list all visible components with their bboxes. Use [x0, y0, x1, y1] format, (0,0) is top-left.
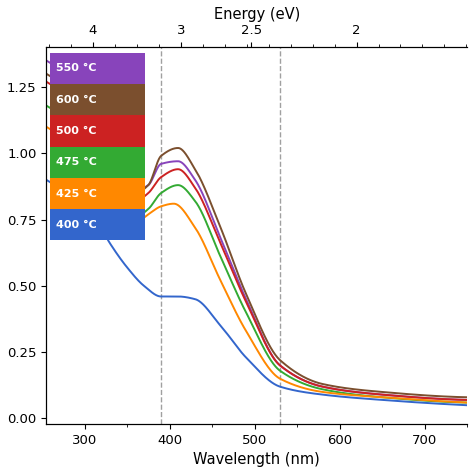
Text: 500 °C: 500 °C [55, 126, 96, 136]
Bar [51, 53, 145, 84]
Bar [51, 84, 145, 115]
Bar [51, 115, 145, 146]
Text: 400 °C: 400 °C [55, 220, 96, 230]
Bar [51, 146, 145, 178]
X-axis label: Wavelength (nm): Wavelength (nm) [193, 452, 320, 467]
Text: 425 °C: 425 °C [55, 189, 96, 199]
Text: 600 °C: 600 °C [55, 95, 96, 105]
Bar [51, 178, 145, 209]
Text: 475 °C: 475 °C [55, 157, 96, 167]
Bar [51, 209, 145, 240]
Text: 550 °C: 550 °C [55, 64, 96, 73]
X-axis label: Energy (eV): Energy (eV) [214, 7, 300, 22]
